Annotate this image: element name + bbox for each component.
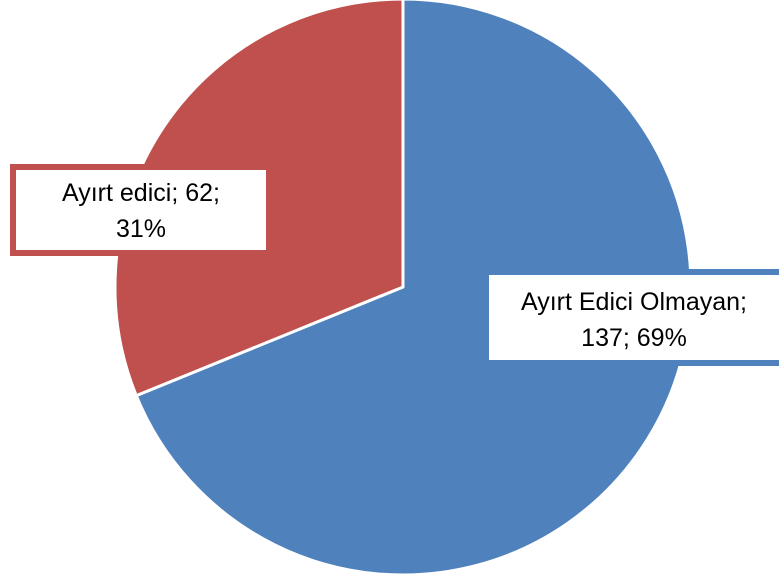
data-label-ayirt-edici-olmayan: Ayırt Edici Olmayan; 137; 69% xyxy=(483,269,779,366)
data-label-ayirt-edici-olmayan-line1: Ayırt Edici Olmayan; xyxy=(520,288,747,316)
pie-slice-ayirt-edici-olmayan[interactable] xyxy=(134,0,693,575)
data-label-ayirt-edici-line1: Ayırt edici; 62; xyxy=(62,179,220,207)
data-label-ayirt-edici-olmayan-line2: 137; 69% xyxy=(581,324,687,352)
data-label-ayirt-edici: Ayırt edici; 62; 31% xyxy=(10,164,272,256)
data-label-ayirt-edici-line2: 31% xyxy=(115,215,167,243)
